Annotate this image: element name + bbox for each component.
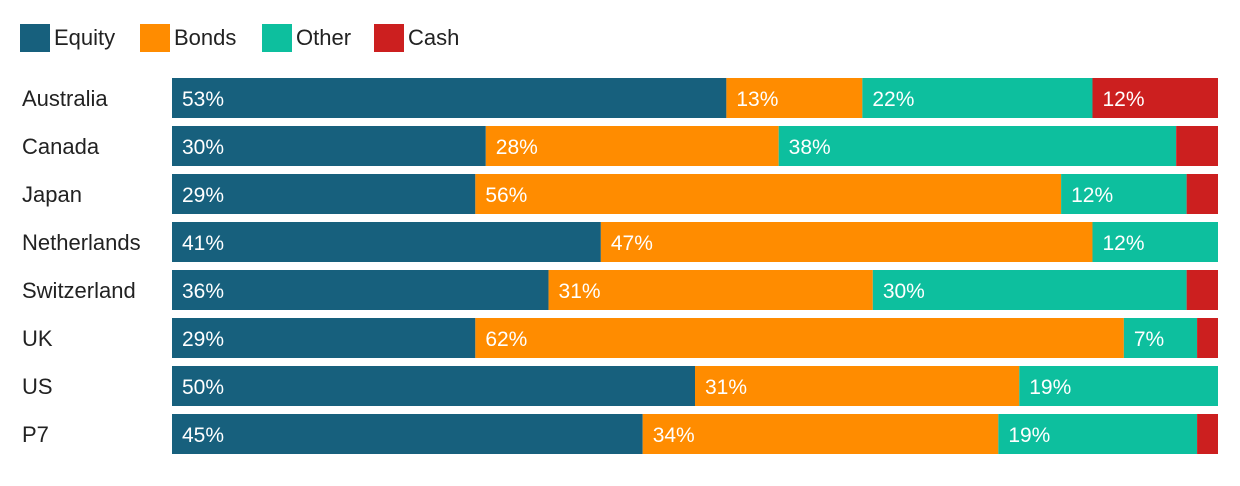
bar-segment-uk-cash	[1197, 318, 1218, 358]
data-label-japan-other: 12%	[1071, 184, 1113, 207]
category-axis: Australia Canada Japan Netherlands Switzerla…	[22, 86, 141, 447]
bar-segment-switzerland-cash	[1186, 270, 1218, 310]
bar-row-us: 50% 31% 19%	[172, 366, 1218, 406]
category-label-p7: P7	[22, 422, 49, 447]
category-label-netherlands: Netherlands	[22, 230, 141, 255]
bar-segment-us-bonds	[695, 366, 1020, 406]
bar-segment-australia-equity	[172, 78, 727, 118]
bar-segment-japan-other	[1061, 174, 1187, 214]
bar-segment-uk-other	[1123, 318, 1198, 358]
data-label-switzerland-bonds: 31%	[559, 280, 601, 303]
legend-swatch-bonds	[140, 24, 170, 52]
bar-segment-australia-cash	[1092, 78, 1218, 118]
bar-segment-us-equity	[172, 366, 695, 406]
bar-segment-japan-cash	[1186, 174, 1218, 214]
legend-swatch-cash	[374, 24, 404, 52]
category-label-switzerland: Switzerland	[22, 278, 136, 303]
legend-item-other: Other	[262, 24, 351, 52]
data-label-australia-equity: 53%	[182, 88, 224, 111]
data-label-uk-bonds: 62%	[485, 328, 527, 351]
legend-label-other: Other	[296, 25, 351, 50]
bar-segment-switzerland-other	[872, 270, 1187, 310]
bar-segment-japan-equity	[172, 174, 476, 214]
data-label-japan-equity: 29%	[182, 184, 224, 207]
bar-segment-p7-other	[998, 414, 1198, 454]
bar-segment-p7-equity	[172, 414, 643, 454]
legend-item-bonds: Bonds	[140, 24, 236, 52]
bar-segment-canada-bonds	[485, 126, 779, 166]
data-label-netherlands-bonds: 47%	[611, 232, 653, 255]
bar-row-australia: 53% 13% 22% 12%	[172, 78, 1218, 118]
data-label-uk-equity: 29%	[182, 328, 224, 351]
legend-label-cash: Cash	[408, 25, 459, 50]
bar-segment-canada-equity	[172, 126, 486, 166]
bar-row-netherlands: 41% 47% 12%	[172, 222, 1218, 262]
legend-item-equity: Equity	[20, 24, 115, 52]
legend-swatch-other	[262, 24, 292, 52]
data-label-us-bonds: 31%	[705, 376, 747, 399]
bar-segment-canada-cash	[1176, 126, 1218, 166]
bar-segment-netherlands-bonds	[600, 222, 1093, 262]
data-label-uk-other: 7%	[1134, 328, 1164, 351]
data-label-japan-bonds: 56%	[485, 184, 527, 207]
category-label-us: US	[22, 374, 53, 399]
bar-segment-netherlands-equity	[172, 222, 601, 262]
bar-segment-canada-other	[778, 126, 1177, 166]
bar-segment-uk-equity	[172, 318, 476, 358]
data-label-us-equity: 50%	[182, 376, 224, 399]
bar-segment-us-other	[1019, 366, 1218, 406]
bar-row-p7: 45% 34% 19%	[172, 414, 1218, 454]
legend: Equity Bonds Other Cash	[20, 24, 459, 52]
bar-row-canada: 30% 28% 38%	[172, 126, 1218, 166]
bar-segment-switzerland-bonds	[548, 270, 873, 310]
data-label-us-other: 19%	[1029, 376, 1071, 399]
data-label-australia-other: 22%	[872, 88, 914, 111]
bar-row-uk: 29% 62% 7%	[172, 318, 1218, 358]
data-label-switzerland-equity: 36%	[182, 280, 224, 303]
bar-segment-australia-other	[862, 78, 1093, 118]
data-label-australia-cash: 12%	[1102, 88, 1144, 111]
legend-label-bonds: Bonds	[174, 25, 236, 50]
data-label-canada-bonds: 28%	[496, 136, 538, 159]
data-label-p7-bonds: 34%	[653, 424, 695, 447]
bar-segment-australia-bonds	[726, 78, 863, 118]
bar-segment-uk-bonds	[475, 318, 1124, 358]
data-label-canada-equity: 30%	[182, 136, 224, 159]
bars: 53% 13% 22% 12% 30% 28% 38% 29% 56% 12% 41% 47% 12% 3…	[172, 78, 1218, 454]
legend-label-equity: Equity	[54, 25, 115, 50]
data-label-australia-bonds: 13%	[736, 88, 778, 111]
category-label-australia: Australia	[22, 86, 108, 111]
data-label-canada-other: 38%	[789, 136, 831, 159]
bar-row-japan: 29% 56% 12%	[172, 174, 1218, 214]
category-label-japan: Japan	[22, 182, 82, 207]
category-label-uk: UK	[22, 326, 53, 351]
data-label-p7-other: 19%	[1008, 424, 1050, 447]
bar-segment-netherlands-other	[1092, 222, 1218, 262]
legend-item-cash: Cash	[374, 24, 459, 52]
data-label-p7-equity: 45%	[182, 424, 224, 447]
bar-segment-p7-cash	[1197, 414, 1218, 454]
category-label-canada: Canada	[22, 134, 100, 159]
bar-segment-switzerland-equity	[172, 270, 549, 310]
data-label-switzerland-other: 30%	[883, 280, 925, 303]
bar-row-switzerland: 36% 31% 30%	[172, 270, 1218, 310]
bar-segment-japan-bonds	[475, 174, 1062, 214]
data-label-netherlands-other: 12%	[1102, 232, 1144, 255]
data-label-netherlands-equity: 41%	[182, 232, 224, 255]
legend-swatch-equity	[20, 24, 50, 52]
bar-segment-p7-bonds	[642, 414, 999, 454]
